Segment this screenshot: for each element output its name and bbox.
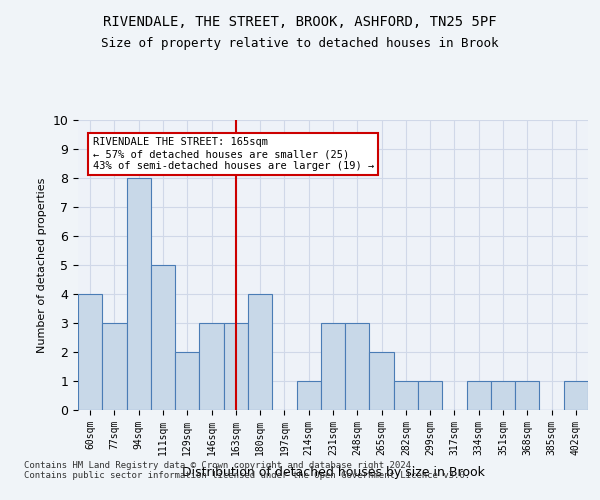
X-axis label: Distribution of detached houses by size in Brook: Distribution of detached houses by size … xyxy=(182,466,484,479)
Text: Contains HM Land Registry data © Crown copyright and database right 2024.
Contai: Contains HM Land Registry data © Crown c… xyxy=(24,460,470,480)
Text: RIVENDALE THE STREET: 165sqm
← 57% of detached houses are smaller (25)
43% of se: RIVENDALE THE STREET: 165sqm ← 57% of de… xyxy=(92,138,374,170)
Bar xyxy=(175,352,199,410)
Text: RIVENDALE, THE STREET, BROOK, ASHFORD, TN25 5PF: RIVENDALE, THE STREET, BROOK, ASHFORD, T… xyxy=(103,15,497,29)
Bar xyxy=(78,294,102,410)
Bar xyxy=(248,294,272,410)
Bar xyxy=(199,323,224,410)
Bar xyxy=(564,381,588,410)
Bar xyxy=(394,381,418,410)
Bar xyxy=(127,178,151,410)
Bar xyxy=(418,381,442,410)
Bar xyxy=(296,381,321,410)
Bar xyxy=(321,323,345,410)
Bar xyxy=(151,265,175,410)
Text: Size of property relative to detached houses in Brook: Size of property relative to detached ho… xyxy=(101,38,499,51)
Bar xyxy=(515,381,539,410)
Bar xyxy=(491,381,515,410)
Bar xyxy=(224,323,248,410)
Bar xyxy=(345,323,370,410)
Bar xyxy=(467,381,491,410)
Bar xyxy=(102,323,127,410)
Y-axis label: Number of detached properties: Number of detached properties xyxy=(37,178,47,352)
Bar xyxy=(370,352,394,410)
